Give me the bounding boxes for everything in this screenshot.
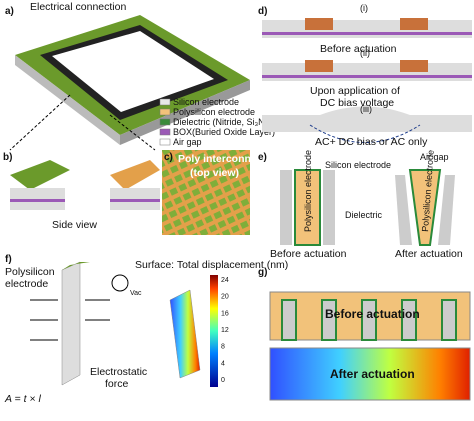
finger <box>281 299 297 341</box>
electrode <box>400 60 428 72</box>
label: Silicon electrode <box>325 160 391 170</box>
legend: Silicon electrode Polysilicon electrode … <box>159 97 275 147</box>
legend-text: Air gap <box>173 137 202 147</box>
source <box>111 274 129 292</box>
step-text: DC bias voltage <box>320 97 394 109</box>
box-layer <box>262 75 472 78</box>
panel-label: f) <box>5 254 12 265</box>
finger <box>361 299 377 341</box>
poly <box>408 169 442 246</box>
electrode <box>400 18 428 30</box>
colorbar-tick: 24 <box>221 277 229 284</box>
step-text: Upon application of <box>310 85 400 97</box>
panel-label: b) <box>3 152 12 163</box>
silicon <box>438 175 455 245</box>
panel-label: c) <box>164 152 173 163</box>
layer <box>110 160 160 190</box>
title: Poly interconnect <box>178 153 267 165</box>
deflection <box>309 124 421 143</box>
colorbar-ticks: 24 20 16 12 8 4 0 <box>221 277 229 384</box>
colorbar <box>210 275 218 387</box>
silicon <box>323 170 335 245</box>
panel-label: g) <box>258 267 267 278</box>
caption: After actuation <box>395 248 463 260</box>
legend-text: Dielectric (Nitride, Si₃N₄) <box>173 117 271 127</box>
legend-text: Silicon electrode <box>173 97 239 107</box>
panel-a: a) Electrical connection Silicon electro… <box>5 1 275 151</box>
label: Dielectric <box>345 210 383 220</box>
device <box>262 63 472 81</box>
device <box>262 20 472 38</box>
label: force <box>105 378 129 390</box>
caption: Side view <box>52 219 97 231</box>
step-tag: (i) <box>360 3 368 13</box>
colorbar-tick: 20 <box>221 294 229 301</box>
plot-title: Surface: Total displacement (nm) <box>135 259 288 271</box>
box-layer <box>262 32 472 35</box>
silicon <box>280 170 292 245</box>
device-side <box>15 55 120 145</box>
panel-label: e) <box>258 152 267 163</box>
panel-d: d) (i) Before actuation (ii) Upon applic… <box>258 3 472 148</box>
box-layer <box>110 199 160 202</box>
finger <box>321 299 337 341</box>
zoom-line <box>9 94 71 151</box>
caption: After actuation <box>330 367 415 381</box>
colorbar-tick: 0 <box>221 377 225 384</box>
silicon <box>395 175 412 245</box>
poly <box>294 169 321 246</box>
label: Vac <box>130 290 142 297</box>
air-gap <box>52 31 214 112</box>
finger <box>401 299 417 341</box>
after-comb <box>269 347 471 401</box>
legend-text: Polysilicon electrode <box>173 107 255 117</box>
label: electrode <box>5 278 48 290</box>
layer <box>10 160 70 190</box>
beam <box>61 261 81 386</box>
colorbar-tick: 8 <box>221 344 225 351</box>
panel-c: c) Poly interconnect (top view) <box>162 150 267 235</box>
label: Polysilicon electrode <box>303 150 313 232</box>
panel-e: e) Silicon electrode Air gap Polysilicon… <box>258 150 463 260</box>
micrograph <box>162 150 250 235</box>
colorbar-tick: 16 <box>221 310 229 317</box>
caption: Before actuation <box>325 307 420 321</box>
step-tag: (iii) <box>360 104 372 114</box>
colorbar-tick: 4 <box>221 360 225 367</box>
callout: Electrical connection <box>30 1 126 13</box>
panel-f: f) Polysilicon electrode Vac Electrostat… <box>4 254 288 405</box>
legend-swatch <box>159 108 171 116</box>
step-tag: (ii) <box>360 48 370 58</box>
step-text: Before actuation <box>320 43 397 55</box>
panel-g: g) Before actuation After actuation <box>258 267 471 401</box>
electrode <box>305 18 333 30</box>
colorbar-tick: 12 <box>221 327 229 334</box>
device-side <box>120 80 250 145</box>
panel-label: d) <box>258 6 267 17</box>
label: Air gap <box>420 152 449 162</box>
label: Electrostatic <box>90 366 147 378</box>
caption: Before actuation <box>270 248 347 260</box>
legend-swatch <box>159 98 171 106</box>
sim-beam <box>169 289 201 379</box>
subtitle: (top view) <box>190 167 239 179</box>
zoom-line <box>109 114 156 151</box>
panel-b: b) Side view <box>3 152 160 231</box>
label: Polysilicon <box>5 266 55 278</box>
formula: A = t × l <box>4 393 41 405</box>
step-text: AC+ DC bias or AC only <box>315 136 428 148</box>
box-layer <box>10 199 65 202</box>
electrode <box>305 60 333 72</box>
legend-swatch <box>159 138 171 146</box>
panel-label: a) <box>5 6 14 17</box>
finger <box>441 299 457 341</box>
legend-text: BOX(Buried Oxide Layer) <box>173 127 275 137</box>
legend-swatch <box>159 128 171 136</box>
legend-swatch <box>159 118 171 126</box>
